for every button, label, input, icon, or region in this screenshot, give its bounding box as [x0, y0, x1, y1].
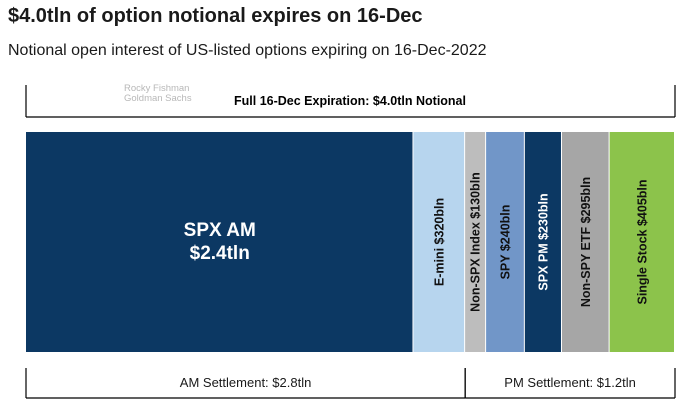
segment-non-spx-index [465, 132, 486, 352]
segment-value-spx-am: $2.4tln [190, 243, 250, 264]
segment-label-single-stock: Single Stock $405bln [635, 179, 649, 304]
watermark: Rocky Fishman Goldman Sachs [124, 84, 192, 104]
segment-spx-am [26, 132, 413, 352]
segment-spx-pm [524, 132, 561, 352]
segment-non-spy-etf [561, 132, 609, 352]
chart-title: $4.0tln of option notional expires on 16… [8, 5, 423, 27]
segment-label-e-mini: E-mini $320bln [432, 198, 446, 286]
segment-label-non-spy-etf: Non-SPY ETF $295bln [579, 177, 593, 307]
segment-single-stock [609, 132, 674, 352]
settlement-bracket-1-label: AM Settlement: $2.8tln [180, 375, 312, 390]
segment-spy [486, 132, 524, 352]
segment-label-spx-am: SPX AM [184, 220, 256, 241]
segment-e-mini [413, 132, 465, 352]
segment-label-spx-pm: SPX PM $230bln [536, 193, 550, 290]
total-bracket [25, 85, 676, 118]
chart-subtitle: Notional open interest of US-listed opti… [8, 42, 487, 59]
total-label: Full 16-Dec Expiration: $4.0tln Notional [234, 94, 466, 108]
watermark-author: Rocky Fishman [124, 83, 190, 94]
watermark-firm: Goldman Sachs [124, 93, 192, 104]
settlement-bracket-2-label: PM Settlement: $1.2tln [504, 375, 636, 390]
settlement-brackets: AM Settlement: $2.8tln PM Settlement: $1.… [25, 368, 676, 399]
segment-label-non-spx-index: Non-SPX Index $130bln [469, 172, 483, 312]
segments: SPX AM$2.4tln E-mini $320bln Non-SPX Index… [26, 132, 674, 352]
segment-label-spy: SPY $240bln [498, 205, 512, 280]
